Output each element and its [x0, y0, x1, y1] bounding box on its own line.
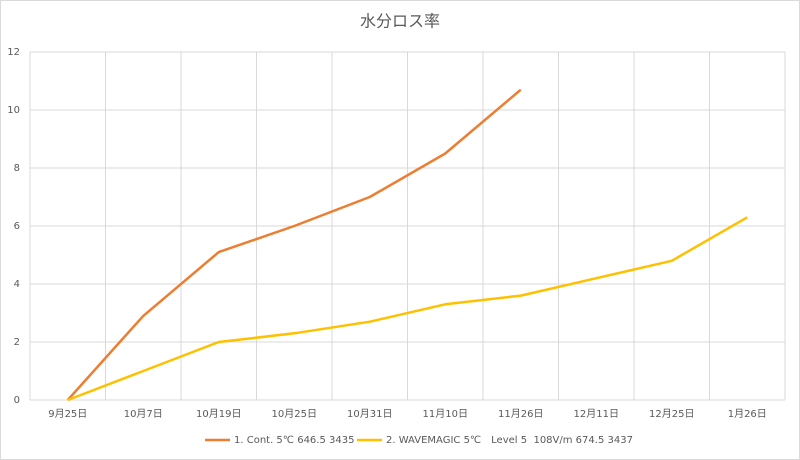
x-tick-label: 10月7日 [124, 408, 163, 420]
series-line [66, 88, 522, 401]
x-tick-label: 10月25日 [272, 408, 317, 420]
y-tick-label: 0 [14, 395, 20, 406]
x-tick-label: 10月19日 [196, 408, 241, 420]
y-tick-label: 2 [14, 337, 20, 348]
legend-label: 2. WAVEMAGIC 5℃ Level 5 108V/m 674.5 343… [386, 435, 633, 446]
x-tick-label: 9月25日 [48, 408, 87, 420]
x-tick-label: 12月11日 [574, 408, 619, 420]
y-tick-label: 12 [7, 47, 20, 58]
y-tick-label: 10 [7, 105, 20, 116]
y-tick-label: 8 [14, 163, 20, 174]
legend-label: 1. Cont. 5℃ 646.5 3435 [234, 435, 354, 446]
x-tick-label: 11月10日 [423, 408, 468, 420]
chart-title: 水分ロス率 [360, 12, 440, 31]
x-tick-label: 1月26日 [728, 408, 767, 420]
y-tick-label: 6 [14, 221, 20, 232]
series-line [67, 216, 748, 402]
x-tick-label: 10月31日 [347, 408, 392, 420]
x-tick-label: 11月26日 [498, 408, 543, 420]
x-tick-label: 12月25日 [649, 408, 694, 420]
y-tick-label: 4 [14, 279, 20, 290]
